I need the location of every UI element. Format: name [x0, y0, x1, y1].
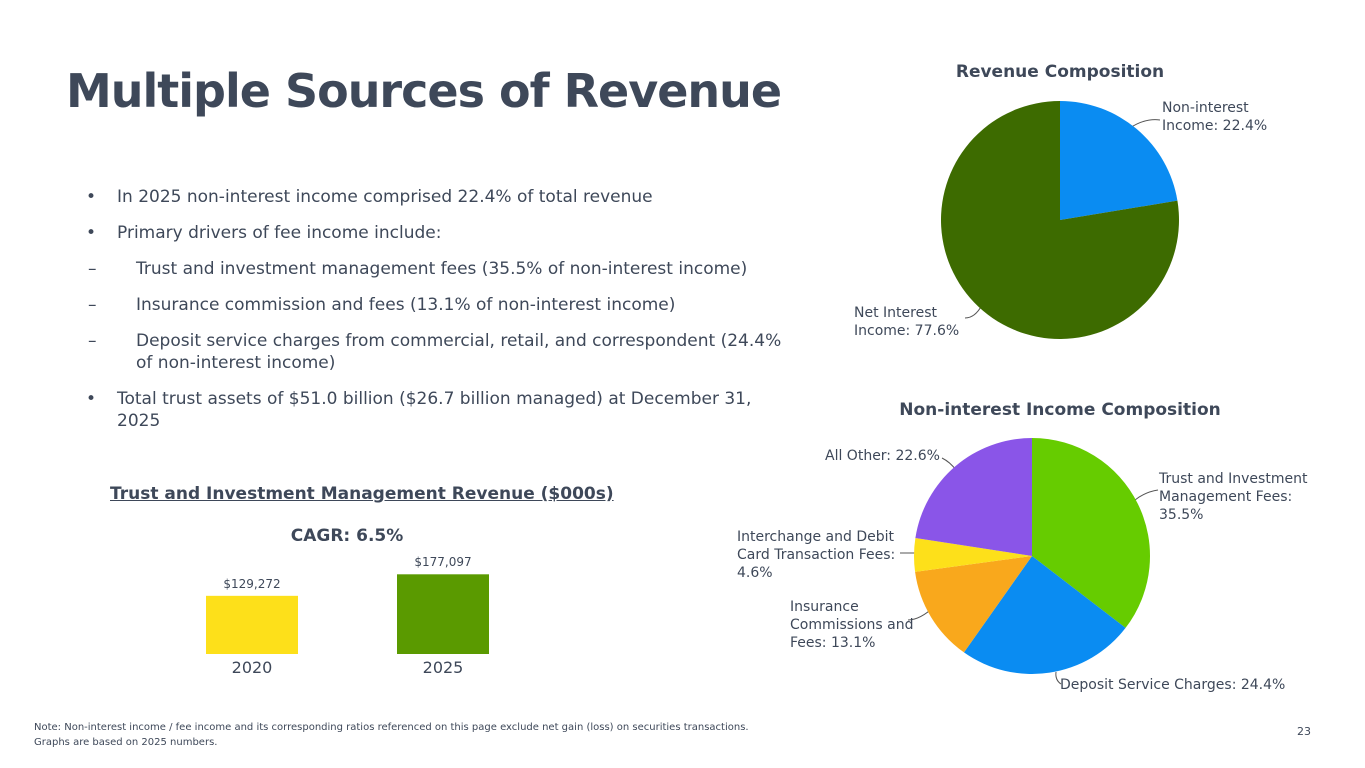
bullet: In 2025 non-interest income comprised 22… — [86, 186, 786, 208]
chart-subtitle: CAGR: 6.5% — [290, 526, 404, 546]
pie-slice — [915, 556, 1032, 653]
slice-label: Deposit Service Charges: 24.4% — [1060, 677, 1286, 693]
chart-title: Trust and Investment Management Revenue … — [110, 484, 614, 504]
sub-bullet: Insurance commission and fees (13.1% of … — [86, 294, 786, 316]
slice-label: Non-interest Income: 22.4% — [1162, 100, 1268, 134]
bar — [397, 574, 489, 654]
footnote: Note: Non-interest income / fee income a… — [34, 720, 749, 750]
sub-bullet: Deposit service charges from commercial,… — [86, 330, 786, 374]
bullet: Total trust assets of $51.0 billion ($26… — [86, 388, 786, 432]
chart-title: Revenue Composition — [955, 62, 1165, 82]
pie-slice — [963, 556, 1126, 674]
slice-label: Net Interest Income: 77.6% — [854, 305, 960, 339]
sub-bullet: Trust and investment management fees (35… — [86, 258, 786, 280]
pie-slice — [914, 537, 1032, 572]
pie-slice — [1032, 438, 1150, 628]
pie-slice — [915, 438, 1032, 556]
slide-title: Multiple Sources of Revenue — [66, 64, 782, 118]
bullet: Primary drivers of fee income include: — [86, 222, 786, 244]
value-label: $129,272 — [223, 576, 281, 591]
pie-slice — [941, 101, 1179, 340]
x-tick-label: 2020 — [231, 658, 273, 677]
page-number: 23 — [1297, 725, 1311, 738]
chart-title: Non-interest Income Composition — [899, 400, 1221, 420]
x-tick-label: 2025 — [422, 658, 464, 677]
slice-label: Trust and Investment Management Fees: 35… — [1159, 471, 1308, 523]
slice-label: Interchange and Debit Card Transaction F… — [737, 529, 896, 581]
note-line: Note: Non-interest income / fee income a… — [34, 722, 749, 733]
pie-slice — [1060, 101, 1178, 220]
slice-label: Insurance Commissions and Fees: 13.1% — [790, 599, 914, 651]
slice-label: All Other: 22.6% — [825, 448, 940, 464]
bar — [206, 595, 298, 654]
note-line: Graphs are based on 2025 numbers. — [34, 737, 218, 748]
bullet-list: In 2025 non-interest income comprised 22… — [86, 186, 786, 446]
value-label: $177,097 — [414, 555, 472, 570]
